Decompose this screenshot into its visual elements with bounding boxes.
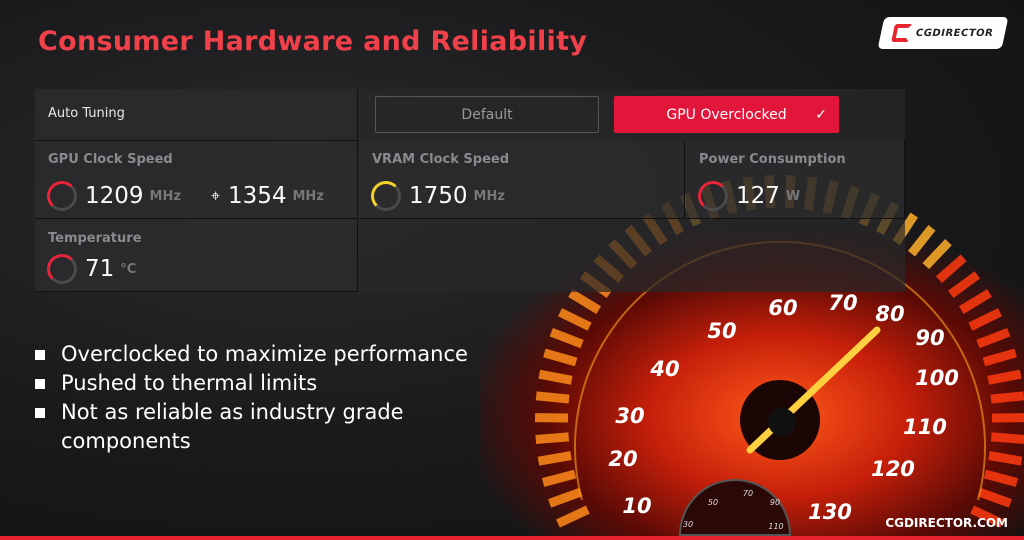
tuning-panel: Auto Tuning Default GPU Overclocked ✓ GPU… <box>35 89 905 292</box>
small-dial-label: 30 <box>683 520 693 529</box>
speedometer-tick <box>968 308 1002 331</box>
speedometer-label: 70 <box>828 291 857 315</box>
speedometer-tick <box>568 289 602 314</box>
speedometer-label: 40 <box>649 357 679 381</box>
footer-url: CGDIRECTOR.COM <box>885 516 1008 530</box>
speedometer-tick <box>556 505 590 528</box>
speedometer-tick <box>537 451 572 466</box>
speedometer-label: 120 <box>871 457 915 481</box>
crosshair-icon: ⌖ <box>210 186 220 205</box>
gauge-icon <box>698 181 728 211</box>
speedometer-tick <box>543 348 578 367</box>
gauge-icon <box>47 181 77 211</box>
speedometer-tick <box>935 254 967 284</box>
vram-clock-cell: VRAM Clock Speed 1750 MHz <box>359 141 685 219</box>
speedometer-tick <box>907 225 936 257</box>
list-item: Overclocked to maximize performance <box>35 340 475 369</box>
speedometer-label: 90 <box>915 326 944 350</box>
speedometer-label: 110 <box>903 415 947 439</box>
speedometer-label: 60 <box>768 296 797 320</box>
speedometer-tick <box>538 369 573 385</box>
list-item: Pushed to thermal limits <box>35 369 475 398</box>
needle-hub <box>768 408 796 436</box>
speedometer-tick <box>988 451 1023 466</box>
cgdirector-logo: CGDIRECTOR <box>877 17 1009 49</box>
speedometer-tick <box>982 348 1017 367</box>
speedometer-tick <box>541 469 577 487</box>
speedometer-label: 80 <box>875 302 904 326</box>
gauge-icon <box>47 254 77 284</box>
speedometer-tick <box>983 469 1019 487</box>
speedometer-label: 20 <box>608 447 637 471</box>
temperature-cell: Temperature 71 °C <box>35 220 358 292</box>
speedometer-tick <box>990 432 1024 444</box>
small-dial-label: 50 <box>708 498 718 507</box>
speedometer-tick <box>977 487 1012 508</box>
speedometer-label: 130 <box>808 500 852 524</box>
gauge-icon <box>371 181 401 211</box>
small-dial-label: 70 <box>743 489 753 498</box>
auto-tuning-cell: Auto Tuning <box>35 89 358 141</box>
speedometer-tick <box>970 505 1004 528</box>
speedometer-tick <box>549 327 584 349</box>
speedometer-tick <box>958 289 992 314</box>
gpu-clock-cell: GPU Clock Speed 1209 MHz ⌖ 1354 MHz <box>35 141 358 219</box>
speedometer-tick <box>535 391 570 404</box>
speedometer-tick <box>922 239 952 270</box>
default-button[interactable]: Default <box>375 96 599 133</box>
speedometer-label: 50 <box>707 319 736 343</box>
page-title: Consumer Hardware and Reliability <box>38 26 588 57</box>
check-icon: ✓ <box>815 106 827 123</box>
speedometer-tick <box>948 271 981 299</box>
small-dial-label: 90 <box>770 498 780 507</box>
speedometer-label: 100 <box>915 366 959 390</box>
speedometer-tick <box>987 369 1022 385</box>
gpu-overclocked-button[interactable]: GPU Overclocked ✓ <box>614 96 839 133</box>
speedometer-tick <box>558 308 592 331</box>
auto-tuning-label: Auto Tuning <box>48 106 125 121</box>
small-dial-label: 110 <box>768 522 783 531</box>
speedometer-tick <box>990 391 1024 404</box>
bullet-list: Overclocked to maximize performance Push… <box>35 340 475 456</box>
speedometer-label: 10 <box>622 494 651 518</box>
list-item: Not as reliable as industry grade compon… <box>35 398 475 456</box>
power-cell: Power Consumption 127 W <box>686 141 905 219</box>
bottom-bar <box>0 536 1024 540</box>
speedometer-tick <box>548 487 583 508</box>
speedometer-tick <box>976 327 1011 349</box>
speedometer-tick <box>535 432 570 444</box>
small-dial <box>678 479 792 536</box>
speedometer-label: 30 <box>615 404 644 428</box>
